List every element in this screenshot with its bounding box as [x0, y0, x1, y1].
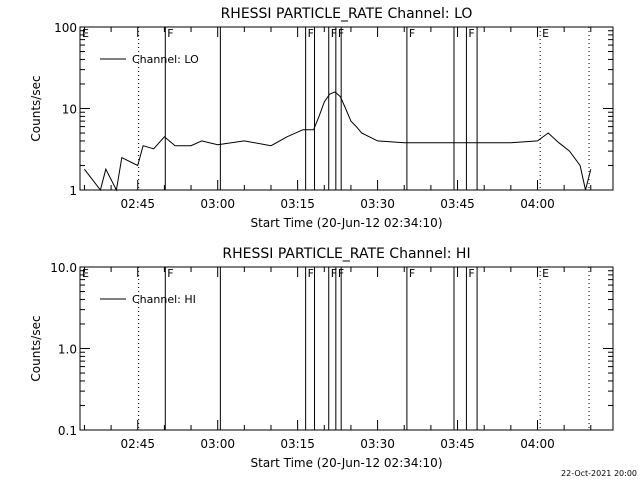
x-tick-label: 04:00: [520, 197, 555, 211]
panel-hi: RHESSI PARTICLE_RATE Channel: HI 0.1 1.0 10…: [29, 246, 614, 470]
flag-label: F: [167, 267, 173, 280]
y-tick-label: 1: [69, 184, 77, 198]
y-tick-label: 1.0: [58, 343, 77, 357]
x-tick-label: 03:15: [280, 437, 315, 451]
flag-label: F: [308, 27, 314, 40]
x-tick-label: 02:45: [120, 197, 155, 211]
y-axis-title: Counts/sec: [29, 315, 43, 381]
x-tick-label: 04:00: [520, 437, 555, 451]
x-tick-label: 03:30: [360, 197, 395, 211]
flag-label: E: [82, 267, 89, 280]
x-axis-title: Start Time (20-Jun-12 02:34:10): [251, 456, 443, 470]
y-tick-label: 10: [62, 103, 77, 117]
flag-label: E: [542, 267, 549, 280]
flag-label: E: [82, 27, 89, 40]
chart-title: RHESSI PARTICLE_RATE Channel: LO: [221, 6, 473, 22]
flag-label: F: [468, 27, 474, 40]
x-axis-title: Start Time (20-Jun-12 02:34:10): [251, 216, 443, 230]
y-tick-label: 100: [54, 21, 77, 35]
flag-label: F: [409, 267, 415, 280]
flag-label: F: [409, 27, 415, 40]
flag-label: E: [542, 27, 549, 40]
flag-label: F: [308, 267, 314, 280]
x-tick-label: 02:45: [120, 437, 155, 451]
legend-label: Channel: LO: [132, 53, 199, 66]
x-tick-label: 03:45: [440, 197, 475, 211]
chart-title: RHESSI PARTICLE_RATE Channel: HI: [222, 246, 470, 262]
series-line: [84, 91, 592, 192]
flag-label: F: [167, 27, 173, 40]
date-stamp: 22-Oct-2021 20:00: [561, 469, 637, 478]
flag-label: F: [331, 27, 337, 40]
y-tick-label: 0.1: [58, 424, 77, 438]
legend-label: Channel: HI: [132, 293, 196, 306]
flag-label: F: [468, 267, 474, 280]
y-tick-label: 10.0: [50, 261, 77, 275]
x-tick-label: 03:45: [440, 437, 475, 451]
y-axis-title: Counts/sec: [29, 75, 43, 141]
panel-lo: RHESSI PARTICLE_RATE Channel: LO 1 10 100 02…: [29, 6, 614, 230]
x-tick-label: 03:15: [280, 197, 315, 211]
x-tick-label: 03:00: [200, 197, 235, 211]
x-tick-label: 03:00: [200, 437, 235, 451]
x-tick-label: 03:30: [360, 437, 395, 451]
flag-label: F: [331, 267, 337, 280]
